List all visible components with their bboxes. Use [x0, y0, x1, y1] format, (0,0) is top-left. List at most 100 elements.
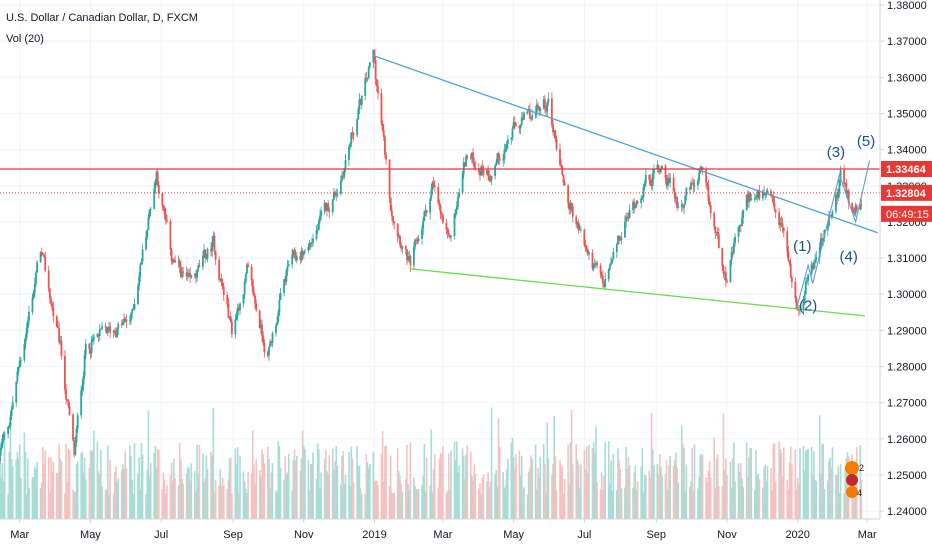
volume-bar: [503, 488, 506, 519]
volume-bar: [130, 456, 132, 519]
candle-body: [324, 202, 327, 211]
candle-body: [472, 152, 474, 163]
candle-body: [310, 242, 313, 244]
candle-body: [41, 254, 44, 256]
countdown-tag-bg: [881, 205, 932, 222]
candle-body: [425, 210, 428, 213]
volume-bar: [140, 443, 143, 519]
volume-bar: [708, 461, 711, 519]
candle-body: [96, 333, 99, 337]
candle-body: [75, 428, 78, 443]
candle-body: [196, 269, 199, 278]
candle-body: [766, 190, 769, 193]
volume-bar: [214, 479, 217, 519]
candle-body: [84, 343, 87, 355]
candle-body: [342, 175, 345, 177]
volume-bar: [432, 468, 435, 519]
wave-label: (4): [840, 249, 858, 266]
candle-body: [189, 272, 192, 278]
volume-bar: [806, 449, 808, 519]
candle-body: [83, 354, 86, 376]
candle-body: [585, 246, 588, 250]
volume-bar: [542, 443, 545, 519]
volume-bar: [828, 460, 830, 519]
candle-body: [511, 128, 514, 138]
candle-body: [64, 355, 66, 390]
candle-body: [416, 240, 419, 242]
candle-body: [697, 180, 699, 186]
volume-bar: [261, 449, 263, 519]
candle-body: [619, 239, 622, 241]
candle-body: [153, 188, 156, 209]
volume-bar: [196, 444, 198, 519]
candle-body: [859, 204, 862, 210]
volume-bar: [669, 455, 671, 519]
candle-body: [43, 254, 45, 257]
candle-body: [139, 264, 142, 277]
volume-bar: [632, 487, 634, 519]
volume-bar: [562, 493, 565, 519]
volume-bar: [188, 468, 190, 519]
candle-body: [350, 132, 353, 144]
candle-body: [469, 157, 472, 159]
volume-bar: [229, 457, 232, 519]
candle-body: [854, 205, 857, 214]
volume-bar: [72, 490, 74, 519]
candle-body: [195, 273, 197, 278]
volume-bar: [593, 453, 596, 519]
volume-bar: [49, 492, 51, 519]
volume-bar: [580, 464, 582, 519]
candle-body: [331, 199, 334, 213]
candle-body: [635, 201, 638, 207]
candle-body: [498, 158, 501, 161]
volume-bar: [482, 474, 485, 519]
volume-bar: [529, 467, 531, 519]
candle-body: [642, 187, 645, 198]
volume-bar: [50, 457, 52, 519]
candle-body: [336, 193, 339, 195]
candle-body: [592, 265, 595, 269]
candle-body: [7, 426, 10, 435]
volume-bar: [373, 481, 376, 519]
candle-body: [640, 198, 643, 204]
candle-body: [66, 399, 69, 401]
volume-bar: [318, 449, 320, 519]
candle-body: [112, 330, 115, 333]
candle-body: [219, 278, 222, 280]
volume-bar: [406, 444, 408, 519]
volume-bar: [672, 465, 675, 519]
volume-bar: [197, 473, 200, 519]
candle-body: [684, 195, 687, 205]
candle-body: [344, 160, 347, 169]
volume-bar: [299, 470, 302, 519]
candle-body: [198, 265, 201, 267]
volume-bar: [377, 484, 379, 519]
candle-body: [210, 248, 212, 252]
volume-bar: [104, 490, 107, 519]
volume-bar: [414, 485, 416, 519]
candle-body: [154, 181, 157, 189]
volume-bar: [396, 448, 399, 519]
volume-bar: [462, 456, 465, 519]
candle-body: [291, 254, 294, 265]
volume-bar: [324, 449, 327, 519]
candle-body: [488, 176, 491, 181]
candle-body: [72, 414, 74, 441]
candle-body: [400, 244, 403, 249]
candle-body: [417, 238, 420, 242]
volume-bar: [17, 458, 20, 519]
candle-body: [701, 166, 704, 170]
candle-body: [300, 250, 303, 261]
volume-bar: [718, 486, 720, 519]
volume-bar: [149, 463, 152, 519]
volume-bar: [131, 479, 133, 519]
candle-body: [197, 265, 200, 270]
volume-bar: [439, 452, 442, 519]
volume-bar: [617, 448, 619, 519]
volume-bar: [522, 488, 524, 519]
candle-body: [17, 367, 20, 372]
candle-body: [569, 203, 572, 210]
candle-body: [458, 192, 461, 197]
